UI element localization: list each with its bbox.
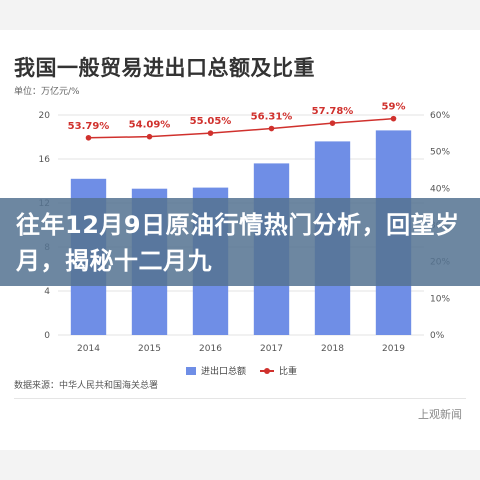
y-right-tick-label: 10%: [430, 294, 450, 304]
brand-watermark: 上观新闻: [418, 408, 462, 421]
data-label: 57.78%: [312, 106, 354, 117]
y-right-tick-label: 50%: [430, 148, 450, 158]
line-point: [390, 115, 397, 122]
x-tick-label: 2014: [77, 344, 100, 354]
chart-legend: 进出口总额 比重: [186, 364, 297, 377]
legend-line-swatch: [260, 367, 275, 374]
x-tick-label: 2019: [382, 344, 405, 354]
y-right-tick-label: 40%: [430, 184, 450, 194]
data-label: 59%: [382, 102, 406, 113]
series-line: [88, 117, 394, 139]
data-label: 53.79%: [68, 121, 110, 132]
legend-bar-label: 进出口总额: [201, 367, 247, 377]
line-point: [268, 125, 275, 132]
line-point: [146, 133, 153, 140]
divider: [14, 398, 466, 399]
line-point: [207, 130, 214, 136]
data-label: 56.31%: [251, 112, 293, 123]
data-source-note: 数据来源：中华人民共和国海关总署: [14, 381, 159, 391]
headline-banner: [0, 198, 480, 286]
headline-text: 往年12月9日原油行情热门分析，回望岁月，揭秘十二月九: [16, 211, 460, 275]
y-left-tick-label: 0: [44, 331, 50, 341]
x-tick-label: 2015: [138, 344, 161, 354]
line-point: [329, 120, 336, 126]
y-left-tick-label: 16: [39, 155, 51, 165]
x-tick-label: 2016: [199, 344, 222, 354]
data-label: 55.05%: [190, 116, 232, 127]
y-left-tick-label: 4: [44, 287, 50, 297]
unit-label: 单位：万亿元/%: [14, 87, 80, 97]
data-label: 54.09%: [129, 120, 171, 131]
y-right-tick-label: 0%: [430, 331, 445, 341]
chart-title: 我国一般贸易进出口总额及比重: [14, 56, 315, 80]
y-right-tick-label: 60%: [430, 111, 450, 121]
x-tick-label: 2018: [321, 344, 344, 354]
line-point: [85, 134, 92, 141]
legend-line-label: 比重: [279, 367, 298, 377]
legend-bar-swatch: [186, 366, 196, 375]
y-left-tick-label: 20: [39, 111, 51, 121]
x-tick-label: 2017: [260, 344, 283, 354]
